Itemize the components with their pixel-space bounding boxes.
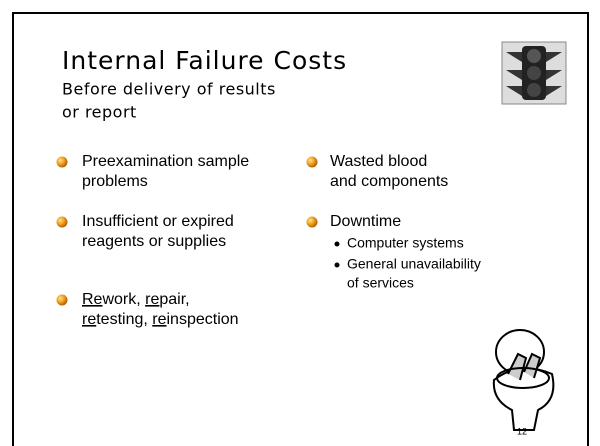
traffic-light-icon — [502, 42, 566, 104]
bullet-dot — [57, 295, 68, 306]
text-segment: pair, — [159, 291, 189, 308]
bullet-dot — [307, 157, 318, 168]
slide: Internal Failure Costs Before delivery o… — [0, 0, 600, 446]
text-segment: re — [82, 311, 96, 328]
bullet-text: reagents or supplies — [82, 233, 226, 250]
bullet-text: of services — [347, 275, 414, 291]
text-segment: re — [152, 311, 166, 328]
bullet-text: problems — [82, 173, 148, 190]
sub-bullet-dot — [335, 263, 340, 268]
bullet-text: Wasted blood — [330, 153, 427, 170]
text-segment: inspection — [167, 311, 239, 328]
text-segment: re — [145, 291, 159, 308]
subtitle: Before delivery of results — [62, 80, 276, 99]
bullet-dot — [57, 217, 68, 228]
sub-bullet-dot — [335, 242, 340, 247]
bullet-text: Computer systems — [347, 235, 464, 251]
bullet-dot — [57, 157, 68, 168]
text-segment: Re — [82, 291, 103, 308]
slide-title: Internal Failure Costs — [62, 46, 347, 75]
bullet-text: retesting, reinspection — [82, 311, 239, 328]
bullet-text: and components — [330, 173, 448, 190]
bullet-text: Preexamination sample — [82, 153, 249, 170]
subtitle: or report — [62, 103, 137, 122]
bullet-text: Insufficient or expired — [82, 213, 234, 230]
text-segment: testing, — [96, 311, 152, 328]
page-number: 12 — [517, 426, 527, 436]
bullet-text: Rework, repair, — [82, 291, 190, 308]
page: Internal Failure Costs Before delivery o… — [0, 0, 600, 446]
toilet-clipart — [494, 330, 554, 430]
text-segment: work, — [101, 291, 145, 308]
bullet-text: General unavailability — [347, 256, 481, 272]
bullet-text: Downtime — [330, 213, 401, 230]
bullet-dot — [307, 217, 318, 228]
